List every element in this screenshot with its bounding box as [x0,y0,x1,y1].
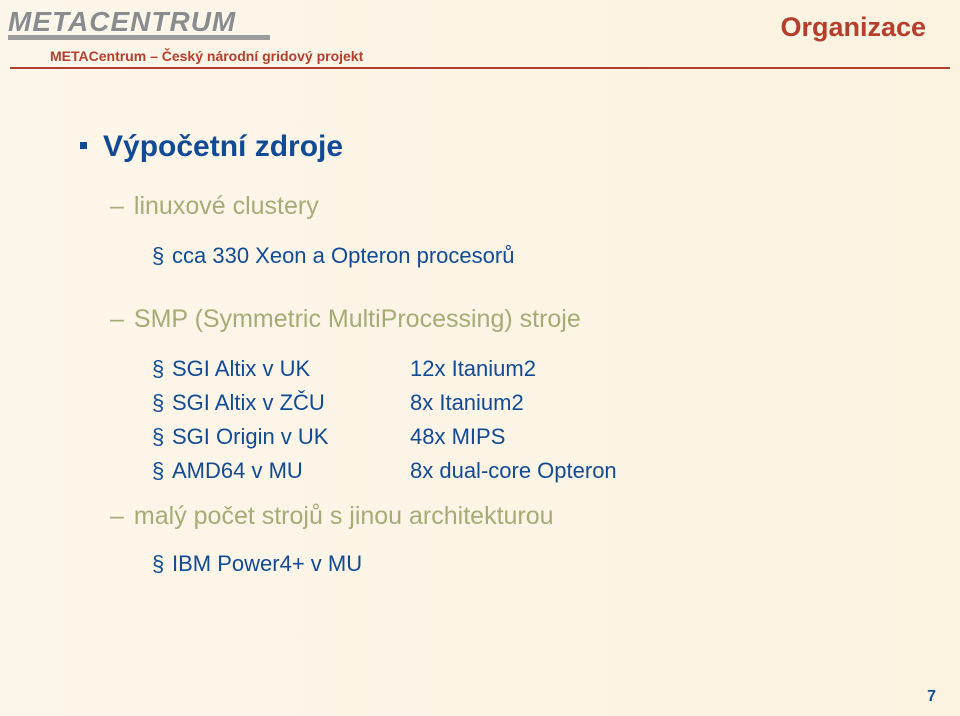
group1-items: §cca 330 Xeon a Opteron procesorů [152,239,920,273]
section-mark-icon: § [152,420,172,454]
subhead-clusters-text: linuxové clustery [134,192,319,220]
row-value: 48x MIPS [410,420,505,454]
header: METACENTRUM Organizace METACentrum – Čes… [0,0,960,72]
row-value: 8x dual-core Opteron [410,454,617,488]
list-item: §cca 330 Xeon a Opteron procesorů [152,239,920,273]
list-item-text: IBM Power4+ v MU [172,551,362,576]
logo: METACENTRUM [8,6,270,40]
logo-text: METACENTRUM [8,6,236,38]
subhead-smp-text: SMP (Symmetric MultiProcessing) stroje [134,305,581,333]
row-value: 8x Itanium2 [410,386,524,420]
subhead-other: –malý počet strojů s jinou architekturou [110,502,920,531]
dash-icon: – [110,502,124,530]
main-heading: Výpočetní zdroje [80,130,920,164]
list-item-text: cca 330 Xeon a Opteron procesorů [172,243,514,268]
subhead-smp: –SMP (Symmetric MultiProcessing) stroje [110,305,920,334]
table-row: §SGI Altix v ZČU 8x Itanium2 [152,386,920,420]
row-label: SGI Altix v ZČU [172,390,325,415]
page-number: 7 [927,688,936,706]
subtitle-bar: METACentrum – Český národní gridový proj… [10,45,950,69]
section-mark-icon: § [152,454,172,488]
section-mark-icon: § [152,386,172,420]
table-row: §AMD64 v MU 8x dual-core Opteron [152,454,920,488]
section-title: Organizace [780,12,926,43]
dash-icon: – [110,192,124,220]
subtitle-text: METACentrum – Český národní gridový proj… [10,45,950,64]
subhead-clusters: –linuxové clustery [110,192,920,221]
subhead-other-text: malý počet strojů s jinou architekturou [134,502,554,530]
list-item: §IBM Power4+ v MU [152,547,920,581]
bullet-icon [80,142,87,149]
content: Výpočetní zdroje –linuxové clustery §cca… [80,130,920,596]
row-value: 12x Itanium2 [410,352,536,386]
section-mark-icon: § [152,239,172,273]
section-mark-icon: § [152,547,172,581]
row-label: AMD64 v MU [172,458,303,483]
table-row: §SGI Altix v UK 12x Itanium2 [152,352,920,386]
group3-items: §IBM Power4+ v MU [152,547,920,581]
dash-icon: – [110,305,124,333]
section-mark-icon: § [152,352,172,386]
table-row: §SGI Origin v UK 48x MIPS [152,420,920,454]
row-label: SGI Altix v UK [172,356,310,381]
main-heading-text: Výpočetní zdroje [103,130,343,163]
group2-rows: §SGI Altix v UK 12x Itanium2 §SGI Altix … [152,352,920,488]
row-label: SGI Origin v UK [172,424,328,449]
